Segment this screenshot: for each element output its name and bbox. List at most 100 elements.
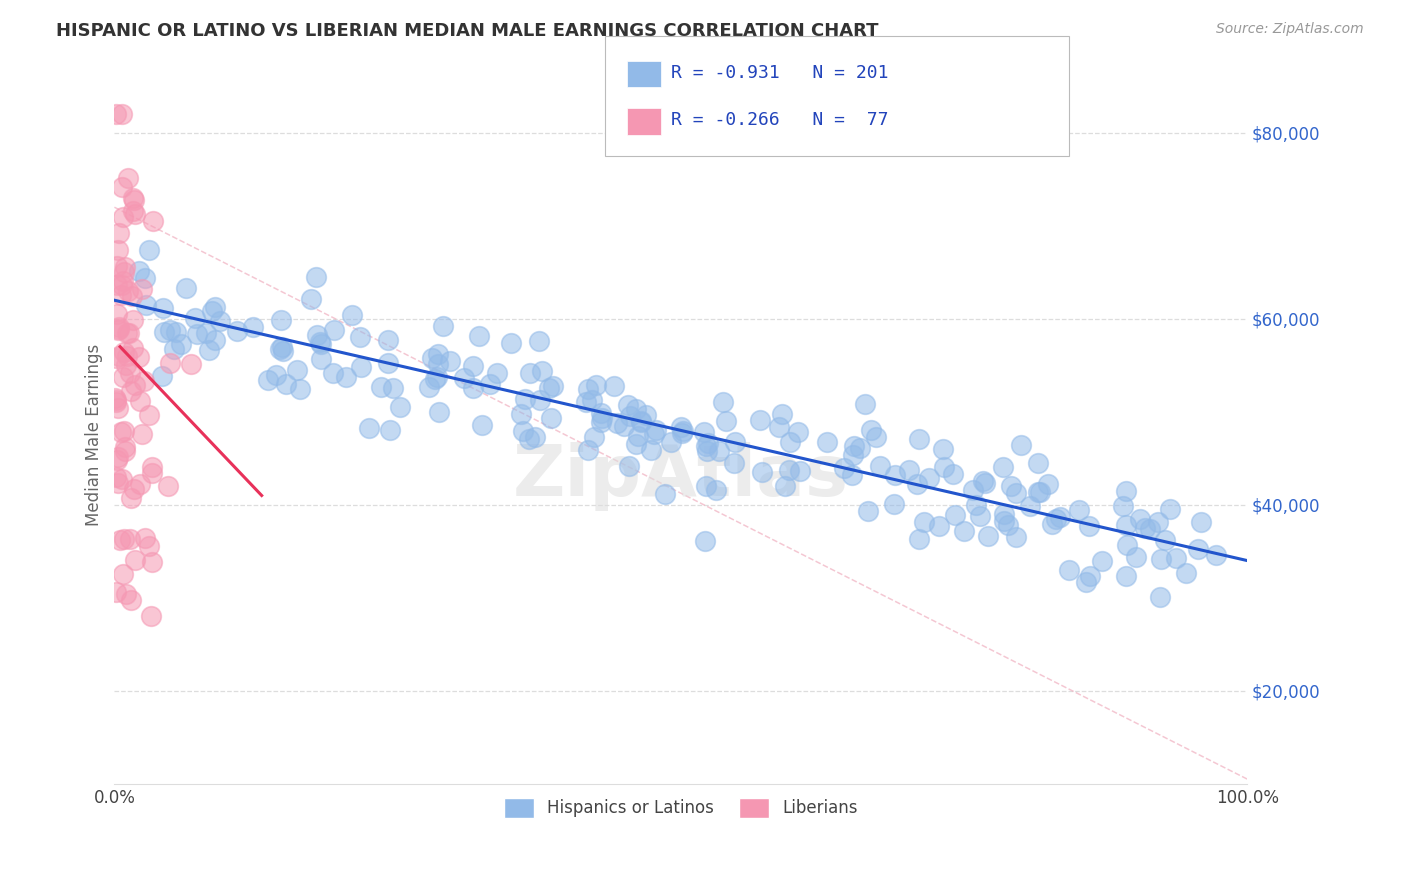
Point bbox=[541, 379, 564, 393]
Point bbox=[773, 479, 796, 493]
Point bbox=[1133, 521, 1156, 535]
Point bbox=[107, 350, 129, 364]
Point bbox=[124, 553, 146, 567]
Point bbox=[156, 479, 179, 493]
Point bbox=[274, 377, 297, 392]
Point bbox=[510, 407, 533, 421]
Point bbox=[270, 313, 292, 327]
Point bbox=[869, 458, 891, 473]
Point bbox=[1004, 485, 1026, 500]
Point bbox=[997, 518, 1019, 533]
Point bbox=[672, 424, 695, 438]
Point bbox=[209, 313, 232, 327]
Point bbox=[138, 408, 160, 422]
Point bbox=[141, 555, 163, 569]
Point bbox=[883, 497, 905, 511]
Point bbox=[974, 476, 997, 491]
Point bbox=[1115, 569, 1137, 583]
Point bbox=[1125, 550, 1147, 565]
Point bbox=[953, 524, 976, 538]
Point bbox=[849, 441, 872, 455]
Point bbox=[768, 419, 790, 434]
Point bbox=[107, 323, 129, 337]
Point bbox=[624, 436, 647, 450]
Point bbox=[1149, 591, 1171, 605]
Point bbox=[110, 288, 132, 302]
Point bbox=[111, 179, 134, 194]
Point bbox=[619, 409, 641, 423]
Point bbox=[150, 369, 173, 384]
Point bbox=[118, 366, 141, 380]
Point bbox=[748, 413, 770, 427]
Point bbox=[129, 394, 152, 409]
Point bbox=[108, 319, 131, 334]
Point bbox=[159, 323, 181, 337]
Point bbox=[977, 528, 1000, 542]
Point bbox=[529, 392, 551, 407]
Point bbox=[695, 439, 717, 453]
Point bbox=[1045, 511, 1067, 525]
Point bbox=[112, 425, 135, 439]
Point bbox=[654, 487, 676, 501]
Point bbox=[815, 435, 838, 450]
Point bbox=[841, 468, 863, 483]
Point bbox=[114, 260, 136, 274]
Point bbox=[932, 460, 955, 475]
Point bbox=[439, 354, 461, 368]
Point bbox=[671, 426, 693, 441]
Point bbox=[121, 288, 143, 302]
Point bbox=[695, 479, 717, 493]
Point bbox=[842, 449, 865, 463]
Point bbox=[197, 343, 219, 358]
Point bbox=[107, 475, 129, 490]
Point bbox=[129, 477, 152, 491]
Point bbox=[120, 532, 142, 546]
Point bbox=[576, 382, 599, 396]
Point bbox=[152, 301, 174, 315]
Point bbox=[581, 392, 603, 407]
Point bbox=[461, 381, 484, 395]
Point bbox=[285, 363, 308, 377]
Point bbox=[122, 483, 145, 497]
Point bbox=[138, 243, 160, 257]
Point bbox=[120, 593, 142, 607]
Point bbox=[576, 442, 599, 457]
Point bbox=[993, 507, 1015, 521]
Point bbox=[139, 609, 162, 624]
Point bbox=[1080, 568, 1102, 582]
Point bbox=[335, 369, 357, 384]
Point bbox=[153, 325, 176, 339]
Point bbox=[512, 424, 534, 438]
Point bbox=[138, 539, 160, 553]
Point bbox=[121, 191, 143, 205]
Point bbox=[112, 533, 135, 547]
Point bbox=[692, 425, 714, 439]
Point bbox=[908, 432, 931, 446]
Point bbox=[912, 515, 935, 529]
Point bbox=[606, 416, 628, 430]
Point bbox=[141, 459, 163, 474]
Point bbox=[515, 392, 537, 406]
Point bbox=[426, 357, 449, 371]
Point bbox=[1189, 515, 1212, 529]
Point bbox=[388, 401, 411, 415]
Point bbox=[104, 107, 127, 121]
Point bbox=[142, 213, 165, 227]
Point bbox=[1057, 562, 1080, 576]
Point bbox=[842, 439, 865, 453]
Point bbox=[1040, 516, 1063, 531]
Point bbox=[613, 419, 636, 434]
Point bbox=[163, 342, 186, 356]
Point bbox=[858, 504, 880, 518]
Point bbox=[184, 310, 207, 325]
Text: HISPANIC OR LATINO VS LIBERIAN MEDIAN MALE EARNINGS CORRELATION CHART: HISPANIC OR LATINO VS LIBERIAN MEDIAN MA… bbox=[56, 22, 879, 40]
Point bbox=[124, 207, 146, 221]
Text: Source: ZipAtlas.com: Source: ZipAtlas.com bbox=[1216, 22, 1364, 37]
Point bbox=[860, 423, 883, 437]
Point bbox=[643, 426, 665, 441]
Point bbox=[112, 274, 135, 288]
Point bbox=[453, 371, 475, 385]
Point bbox=[309, 352, 332, 367]
Point bbox=[1153, 533, 1175, 547]
Point bbox=[1116, 538, 1139, 552]
